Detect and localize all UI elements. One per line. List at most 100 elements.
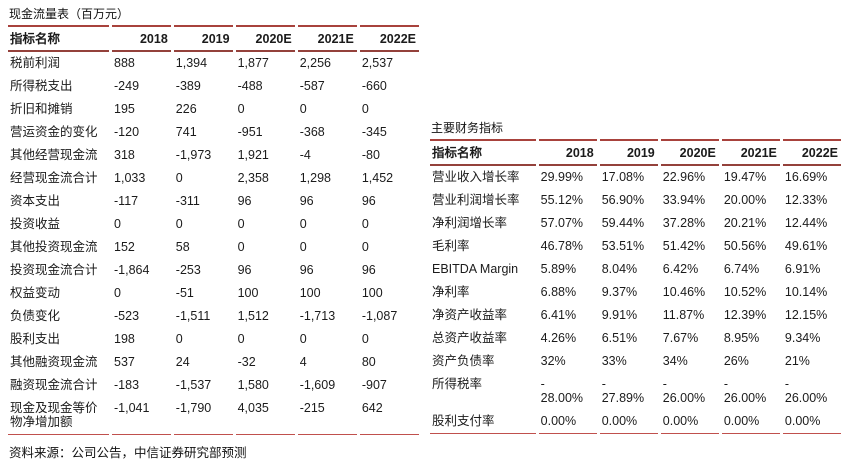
- cell-value: -1,713: [299, 309, 336, 323]
- row-label: 所得税支出: [10, 79, 73, 93]
- cell-value: 12.15%: [784, 308, 828, 322]
- table-row: 融资现金流合计 -183 -1,537 1,580 -1,609 -907: [8, 374, 419, 397]
- column-header-year: 2019: [173, 25, 233, 52]
- table-row: 总资产收益率 4.26% 6.51% 7.67% 8.95% 9.34%: [430, 327, 841, 350]
- cell-value: 9.91%: [601, 308, 638, 322]
- cell-value: 0: [237, 240, 245, 254]
- cell-value: 0.00%: [782, 410, 841, 434]
- row-label: 所得税率: [432, 377, 483, 391]
- cell-value: - 26.00%: [723, 377, 767, 405]
- cell-value: -1,537: [175, 378, 212, 392]
- row-label: 净利率: [432, 285, 470, 299]
- table-row: 资产负债率 32% 33% 34% 26% 21%: [430, 350, 841, 373]
- table-row: 净利润增长率 57.07% 59.44% 37.28% 20.21% 12.44%: [430, 212, 841, 235]
- financial-indicators-table: 指标名称 2018 2019 2020E 2021E 2022E 营业收入增长率 29.99%…: [427, 139, 844, 434]
- row-label: 股利支出: [10, 332, 61, 346]
- column-header-year: 2018: [538, 139, 597, 166]
- cell-value: -215: [297, 397, 357, 435]
- cell-value: 10.46%: [662, 285, 706, 299]
- table-row: 毛利率 46.78% 53.51% 51.42% 50.56% 49.61%: [430, 235, 841, 258]
- table-row: 股利支付率 0.00% 0.00% 0.00% 0.00% 0.00%: [430, 410, 841, 434]
- cell-value: -587: [299, 79, 325, 93]
- table-row: 其他经营现金流 318 -1,973 1,921 -4 -80: [8, 144, 419, 167]
- financial-indicators-table-title: 主要财务指标: [431, 121, 504, 135]
- cell-value: 12.39%: [723, 308, 767, 322]
- cell-value: 1,512: [237, 309, 269, 323]
- cell-value: 32%: [540, 354, 566, 368]
- cell-value: 51.42%: [662, 239, 706, 253]
- cell-value: 33%: [601, 354, 627, 368]
- cell-value: 6.41%: [540, 308, 577, 322]
- cell-value: 53.51%: [601, 239, 645, 253]
- cell-value: 0: [175, 332, 183, 346]
- row-label: 净资产收益率: [432, 308, 508, 322]
- cell-value: -32: [237, 355, 256, 369]
- cell-value: -907: [361, 378, 387, 392]
- column-header-year: 2022E: [359, 25, 419, 52]
- source-note: 资料来源：公司公告，中信证券研究部预测: [9, 446, 247, 460]
- cell-value: -120: [114, 125, 140, 139]
- cell-value: 0: [114, 217, 121, 231]
- cell-value: 37.28%: [662, 216, 706, 230]
- cell-value: 0: [175, 217, 183, 231]
- column-header-label: 指标名称: [430, 139, 536, 166]
- cell-value: -1,087: [361, 309, 398, 323]
- table-row: 现金及现金等价 物净增加额 -1,041 -1,790 4,035 -215 642: [8, 397, 419, 435]
- row-label: 其他融资现金流: [10, 355, 98, 369]
- financial-indicators-section: 主要财务指标 指标名称 2018 2019 2020E 2021E 2022E 营业收入增长…: [430, 120, 844, 434]
- cell-value: -253: [175, 263, 201, 277]
- column-header-year: 2020E: [235, 25, 295, 52]
- cell-value: 7.67%: [662, 331, 699, 345]
- cell-value: 1,394: [175, 56, 208, 70]
- cell-value: 96: [237, 263, 252, 277]
- header-row: 指标名称 2018 2019 2020E 2021E 2022E: [430, 139, 841, 166]
- cell-value: 6.42%: [662, 262, 699, 276]
- cell-value: 8.04%: [601, 262, 638, 276]
- cell-value: -345: [361, 125, 387, 139]
- table-row: 投资现金流合计 -1,864 -253 96 96 96: [8, 259, 419, 282]
- cell-value: 1,877: [237, 56, 269, 70]
- cell-value: 195: [114, 102, 135, 116]
- row-label: 融资现金流合计: [10, 378, 98, 392]
- cell-value: -1,973: [175, 148, 212, 162]
- cell-value: -951: [237, 125, 263, 139]
- table-row: 权益变动 0 -51 100 100 100: [8, 282, 419, 305]
- cell-value: 198: [114, 332, 135, 346]
- table-row: 折旧和摊销 195 226 0 0 0: [8, 98, 419, 121]
- row-label: 投资现金流合计: [10, 263, 98, 277]
- cell-value: -183: [114, 378, 140, 392]
- cell-value: 96: [299, 194, 314, 208]
- cell-value: 1,033: [114, 171, 146, 185]
- cell-value: 0: [361, 102, 369, 116]
- row-label: 负债变化: [10, 309, 61, 323]
- cell-value: 34%: [662, 354, 688, 368]
- table-row: EBITDA Margin 5.89% 8.04% 6.42% 6.74% 6.91%: [430, 258, 841, 281]
- row-label: 股利支付率: [430, 410, 536, 434]
- cell-value: -311: [175, 194, 200, 208]
- cell-value: -51: [175, 286, 194, 300]
- cell-value: -1,609: [299, 378, 336, 392]
- table-row: 资本支出 -117 -311 96 96 96: [8, 190, 419, 213]
- cell-value: 226: [175, 102, 197, 116]
- cell-value: 1,452: [361, 171, 394, 185]
- cell-value: 642: [359, 397, 419, 435]
- cell-value: 0: [361, 217, 369, 231]
- cell-value: 2,358: [237, 171, 269, 185]
- row-label: 营运资金的变化: [10, 125, 98, 139]
- column-header-year: 2019: [599, 139, 658, 166]
- cell-value: 96: [361, 263, 376, 277]
- cell-value: 0: [114, 286, 121, 300]
- cell-value: 0: [299, 332, 307, 346]
- row-label: 现金及现金等价 物净增加额: [8, 397, 110, 435]
- cell-value: 537: [114, 355, 135, 369]
- cell-value: 5.89%: [540, 262, 577, 276]
- cell-value: 20.21%: [723, 216, 767, 230]
- cell-value: 29.99%: [540, 170, 584, 184]
- cell-value: 24: [175, 355, 190, 369]
- table-row: 营业利润增长率 55.12% 56.90% 33.94% 20.00% 12.33%: [430, 189, 841, 212]
- cell-value: 100: [237, 286, 259, 300]
- cell-value: -368: [299, 125, 325, 139]
- cell-value: 59.44%: [601, 216, 645, 230]
- cell-value: 4: [299, 355, 307, 369]
- row-label: 其他经营现金流: [10, 148, 98, 162]
